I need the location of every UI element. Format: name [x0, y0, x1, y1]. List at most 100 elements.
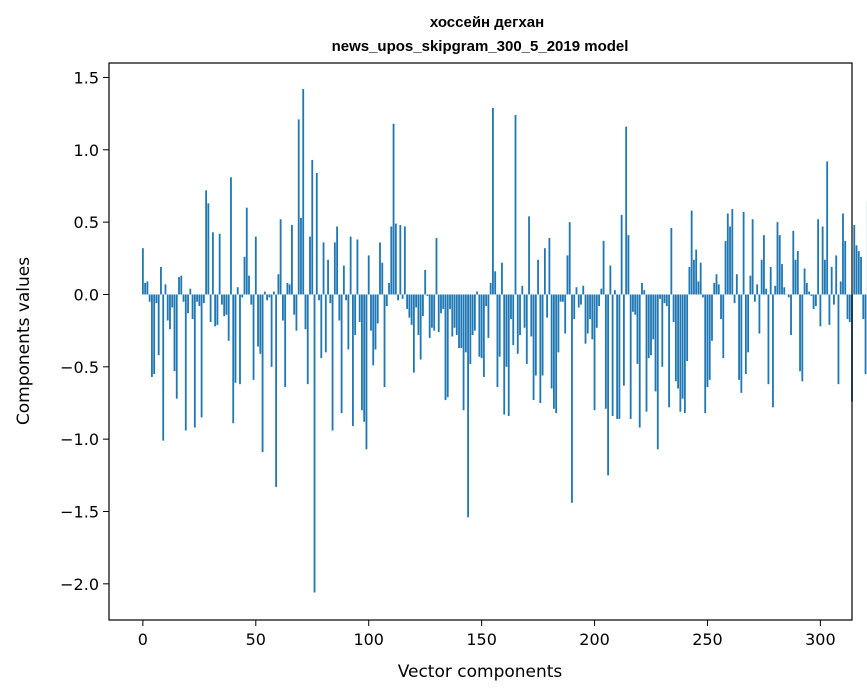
- bar-91: [347, 294, 350, 350]
- bar-212: [620, 214, 623, 295]
- bar-138: [453, 294, 456, 328]
- bar-47: [248, 275, 250, 295]
- bar-306: [833, 294, 835, 305]
- bar-170: [525, 294, 528, 364]
- bar-128: [431, 294, 433, 328]
- bar-70: [300, 217, 302, 295]
- bar-189: [568, 222, 571, 295]
- bar-292: [801, 294, 804, 382]
- bar-121: [415, 294, 418, 308]
- bar-82: [327, 259, 329, 295]
- bar-161: [505, 294, 508, 367]
- bar-242: [688, 266, 691, 295]
- bar-281: [776, 222, 779, 295]
- bar-20: [187, 294, 189, 314]
- bar-278: [769, 266, 772, 295]
- bar-99: [365, 294, 368, 450]
- bar-142: [462, 294, 465, 411]
- bar-134: [444, 294, 447, 401]
- bars-group: [141, 89, 867, 593]
- bar-139: [455, 294, 458, 335]
- bar-283: [781, 264, 783, 295]
- bar-104: [376, 294, 379, 324]
- x-tick-label: 0: [138, 630, 148, 649]
- bar-84: [331, 294, 334, 431]
- bar-154: [489, 282, 492, 295]
- bar-193: [577, 294, 580, 308]
- bar-17: [180, 275, 183, 295]
- bar-95: [356, 239, 359, 295]
- bar-190: [571, 294, 573, 503]
- bar-5: [153, 294, 156, 375]
- x-tick-label: 300: [805, 630, 836, 649]
- bar-117: [406, 294, 409, 309]
- bar-75: [311, 159, 314, 295]
- bar-102: [372, 294, 375, 366]
- bar-101: [370, 294, 372, 331]
- bar-22: [191, 294, 194, 320]
- bar-318: [860, 256, 862, 295]
- bar-63: [284, 294, 287, 388]
- bar-290: [796, 251, 799, 295]
- bar-65: [288, 284, 291, 295]
- bar-137: [451, 294, 454, 337]
- bar-181: [550, 294, 553, 389]
- bar-37: [225, 294, 228, 315]
- bar-158: [498, 294, 501, 357]
- bar-195: [582, 285, 585, 295]
- bar-263: [735, 274, 738, 295]
- bar-130: [435, 238, 438, 295]
- bar-243: [690, 210, 693, 295]
- bar-3: [148, 294, 151, 302]
- bar-149: [478, 294, 481, 357]
- bar-106: [381, 262, 384, 295]
- bar-27: [202, 294, 205, 304]
- bar-280: [774, 285, 777, 295]
- bar-41: [234, 294, 237, 383]
- bar-36: [223, 294, 226, 317]
- bar-317: [857, 251, 860, 295]
- bar-247: [699, 262, 702, 295]
- bar-49: [252, 294, 255, 380]
- bar-237: [677, 294, 680, 389]
- bar-159: [501, 262, 503, 295]
- bar-311: [844, 240, 847, 295]
- bar-223: [645, 294, 648, 412]
- bar-12: [169, 294, 171, 330]
- bar-45: [243, 256, 246, 295]
- bar-21: [189, 288, 192, 295]
- bar-85: [333, 242, 336, 295]
- bar-179: [546, 294, 549, 318]
- bar-150: [480, 294, 483, 359]
- bar-182: [552, 294, 555, 409]
- bar-288: [792, 230, 795, 295]
- bar-83: [329, 294, 332, 304]
- bar-201: [595, 294, 598, 328]
- bar-312: [846, 294, 849, 320]
- bar-320: [864, 294, 867, 375]
- bar-230: [661, 294, 664, 367]
- bar-92: [349, 236, 352, 295]
- bar-26: [200, 294, 203, 418]
- bar-291: [799, 294, 801, 372]
- bar-264: [738, 294, 740, 380]
- bar-54: [263, 291, 266, 295]
- bar-119: [410, 294, 413, 325]
- bar-67: [293, 294, 296, 315]
- bar-58: [272, 291, 275, 295]
- bar-221: [641, 282, 643, 295]
- bar-61: [279, 219, 282, 295]
- bar-259: [726, 213, 729, 295]
- bar-205: [604, 294, 607, 409]
- bar-52: [259, 294, 262, 354]
- y-tick-label: −2.0: [60, 575, 99, 594]
- bar-24: [196, 294, 198, 302]
- bar-310: [842, 213, 844, 295]
- bar-163: [510, 294, 512, 320]
- bar-56: [268, 294, 271, 298]
- bar-151: [482, 294, 485, 377]
- bar-156: [494, 271, 497, 295]
- bar-8: [160, 266, 162, 295]
- bar-110: [390, 226, 393, 295]
